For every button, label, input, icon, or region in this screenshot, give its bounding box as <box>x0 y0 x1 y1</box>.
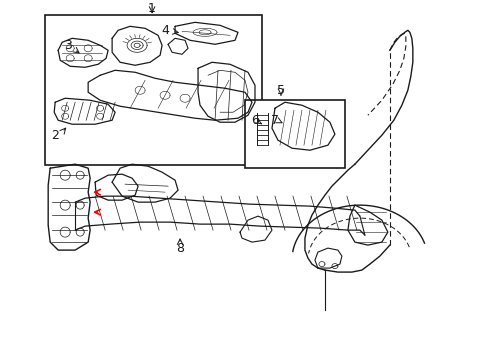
Text: 7: 7 <box>271 114 279 127</box>
Text: 1: 1 <box>148 2 156 15</box>
Bar <box>45 15 262 165</box>
Text: 2: 2 <box>51 129 59 142</box>
Bar <box>245 100 345 168</box>
Text: 4: 4 <box>161 24 169 37</box>
Text: 3: 3 <box>64 39 72 52</box>
Text: 6: 6 <box>251 114 259 127</box>
Text: 5: 5 <box>277 84 285 97</box>
Text: 8: 8 <box>176 242 184 255</box>
